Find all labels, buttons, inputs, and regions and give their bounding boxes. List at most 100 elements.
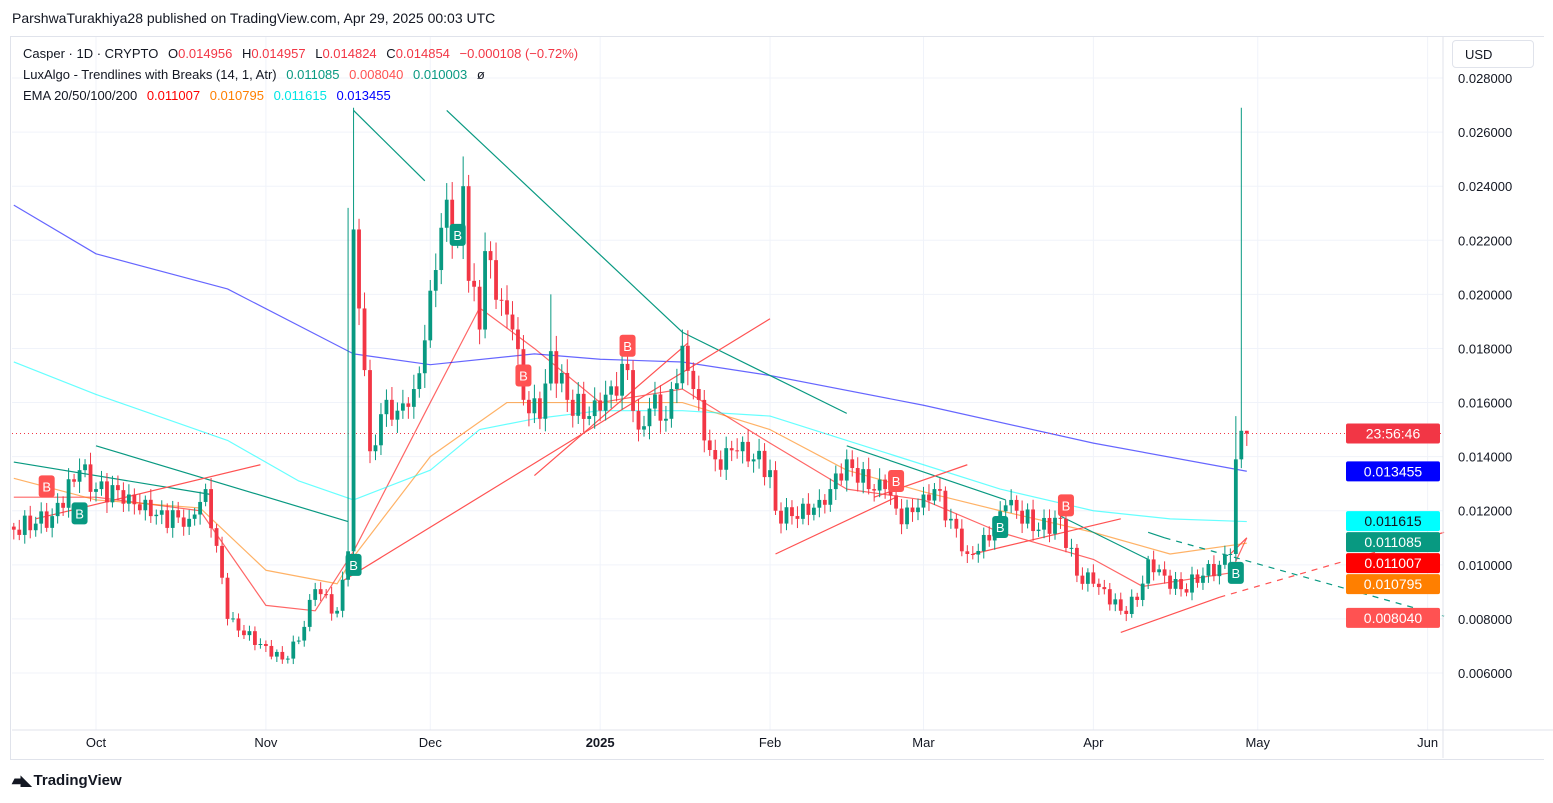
break-label-box: [619, 334, 636, 357]
candle-body: [592, 400, 597, 417]
candle-body: [696, 389, 701, 400]
ema100-value: 0.011615: [273, 88, 327, 103]
candle-body: [1179, 579, 1183, 590]
candle: [1020, 500, 1025, 534]
candle: [50, 508, 55, 538]
candle: [274, 649, 279, 662]
candle-body: [653, 394, 657, 409]
y-tick-label: 0.022000: [1458, 233, 1512, 248]
candle: [335, 607, 340, 618]
grid: [12, 37, 1443, 730]
x-tick-label: May: [1245, 735, 1270, 750]
break-label-down: B: [1057, 494, 1074, 517]
candle: [176, 501, 181, 523]
candle-body: [1118, 599, 1123, 611]
candle-body: [866, 469, 871, 490]
candle: [307, 594, 312, 632]
candle: [126, 484, 131, 512]
indicator-value: 0.010003: [413, 67, 468, 82]
candle-body: [1168, 575, 1172, 589]
candle-body: [581, 393, 586, 419]
indicator-title: LuxAlgo - Trendlines with Breaks (14, 1,…: [23, 67, 277, 82]
candle: [33, 516, 38, 537]
candle-body: [269, 645, 274, 657]
candle-body: [861, 469, 866, 483]
candle-body: [483, 251, 487, 330]
candle-body: [88, 464, 93, 492]
symbol-title[interactable]: Casper · 1D · CRYPTO: [23, 46, 159, 61]
candle: [861, 461, 866, 494]
candle-body: [822, 499, 827, 505]
candle: [981, 527, 986, 559]
candle-body: [433, 270, 438, 291]
candle-body: [1075, 547, 1079, 576]
currency-button[interactable]: USD: [1452, 40, 1534, 68]
candle: [1053, 510, 1057, 540]
candle: [11, 522, 16, 540]
candle: [1239, 107, 1244, 469]
x-tick-label: Feb: [759, 735, 781, 750]
candle: [817, 489, 822, 518]
candle-body: [181, 517, 186, 527]
break-label-down: B: [888, 469, 905, 492]
candle: [510, 301, 515, 341]
candle-body: [225, 577, 230, 619]
candle-body: [1036, 529, 1041, 532]
candle-body: [1233, 459, 1238, 555]
candle: [159, 500, 164, 525]
candle: [362, 292, 367, 377]
y-tick-label: 0.014000: [1458, 450, 1512, 465]
change-value: −0.000108 (−0.72%): [459, 46, 579, 61]
candle-body: [1091, 572, 1096, 584]
candle: [1102, 579, 1107, 595]
candle-body: [976, 550, 981, 555]
price-badge-text: 23:56:46: [1366, 426, 1421, 442]
candle: [790, 500, 794, 525]
legend-indicator-luxalgo[interactable]: LuxAlgo - Trendlines with Breaks (14, 1,…: [23, 67, 491, 82]
candle-body: [1031, 509, 1035, 532]
candle-body: [894, 495, 898, 509]
candle-body: [220, 545, 224, 578]
break-label-text: B: [519, 369, 528, 384]
candle-body: [1135, 596, 1140, 600]
candle: [1195, 569, 1200, 588]
candle-body: [1217, 564, 1222, 577]
candle: [231, 611, 235, 623]
candle-body: [1140, 583, 1145, 600]
candle-body: [126, 494, 131, 504]
candle-body: [340, 579, 345, 611]
candle: [99, 470, 104, 496]
candle: [351, 107, 356, 558]
candle: [1212, 555, 1216, 582]
x-tick-label: Apr: [1083, 735, 1104, 750]
candle: [433, 253, 438, 308]
legend-indicator-ema[interactable]: EMA 20/50/100/200 0.011007 0.010795 0.01…: [23, 88, 397, 103]
candle: [916, 498, 920, 521]
price-badge-text: 0.010795: [1364, 576, 1423, 592]
candle: [61, 496, 66, 516]
candle-body: [450, 199, 455, 241]
candle: [828, 478, 833, 512]
candle-body: [762, 450, 767, 478]
candle-body: [390, 399, 394, 420]
candle: [609, 380, 614, 409]
candle-body: [1195, 574, 1200, 583]
candle-body: [33, 523, 38, 531]
candle: [88, 452, 93, 502]
open-label: O: [167, 46, 179, 61]
candle-body: [1047, 517, 1052, 534]
candle-body: [801, 503, 805, 519]
candle: [22, 510, 27, 544]
candle-body: [39, 511, 44, 524]
price-badge-bg: [1346, 574, 1440, 595]
ema20-value: 0.011007: [146, 88, 201, 103]
candle-body: [1042, 517, 1046, 530]
candle-body: [817, 499, 822, 508]
candle-body: [77, 470, 82, 482]
candle-body: [472, 280, 477, 287]
candle-body: [242, 630, 246, 636]
candle: [428, 279, 433, 348]
candle-body: [395, 410, 400, 420]
trendline: [972, 518, 1121, 555]
